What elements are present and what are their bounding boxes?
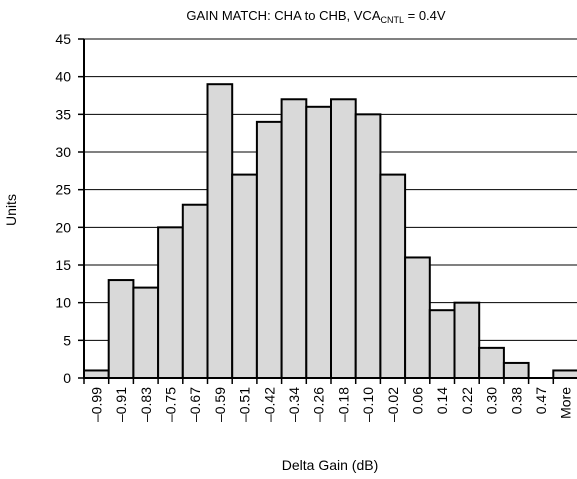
x-tick-label: –0.59 [212,387,228,422]
bar-11 [354,113,382,379]
y-tick-labels: 0 5 10 15 20 25 30 35 40 45 [55,31,84,386]
bar-12 [379,173,407,379]
y-tick-label: 35 [55,106,71,122]
x-tick-label: 0.30 [484,387,500,414]
bar-10 [330,98,357,380]
x-tick-label: –0.67 [187,387,203,422]
y-tick-label: 15 [55,257,71,273]
x-tick-label: –0.42 [261,387,277,422]
y-tick-label: 10 [55,295,71,311]
bar-2 [132,286,160,380]
chart-title: GAIN MATCH: CHA to CHB, VCACNTL = 0.4V [186,8,445,25]
x-tick-label: –0.18 [335,387,351,422]
bar-13 [404,256,431,380]
x-tick-label: –0.26 [311,387,327,422]
bars [83,83,577,380]
chart-title-subscript: CNTL [381,15,405,25]
bar-16 [478,346,505,380]
x-tick-label: –0.34 [286,387,302,422]
x-tick-label: 0.47 [533,387,549,414]
bar-19 [552,369,577,380]
chart-title-main: GAIN MATCH: CHA to CHB, VCA [186,8,380,23]
x-tick-label: More [558,387,574,419]
y-tick-label: 0 [63,370,71,386]
x-tick-label: –0.02 [385,387,401,422]
y-tick-label: 20 [55,219,71,235]
bar-14 [428,309,456,380]
bar-9 [305,105,332,380]
bar-15 [453,301,481,379]
y-tick-label: 25 [55,182,71,198]
bar-4 [181,203,209,379]
x-tick-label: –0.10 [360,387,376,422]
y-tick-label: 45 [55,31,71,47]
bar-7 [255,120,283,379]
x-tick-label: 0.14 [434,387,450,414]
bar-5 [206,83,234,379]
x-tick-label: –0.91 [113,387,129,422]
x-tick-label: –0.75 [162,387,178,422]
y-axis-label: Units [3,194,19,226]
bar-8 [280,98,308,380]
x-tick-label: –0.83 [138,387,154,422]
y-tick-label: 40 [55,69,71,85]
x-tick-label: –0.99 [88,387,104,422]
x-tick-label: 0.22 [459,387,475,414]
bar-0 [83,369,110,380]
x-tick-label: –0.51 [237,387,253,422]
x-tick-label: 0.38 [508,387,524,414]
x-axis-label: Delta Gain (dB) [282,457,378,473]
x-tick-label: 0.06 [409,387,425,414]
bar-6 [231,173,258,379]
y-tick-label: 30 [55,144,71,160]
bar-3 [157,226,184,379]
chart-title-tail: = 0.4V [404,8,446,23]
bar-1 [107,279,135,380]
x-tick-labels: –0.99 –0.91 –0.83 –0.75 –0.67 –0.59 –0.51 –0.42… [83,378,574,422]
y-tick-label: 5 [63,332,71,348]
bar-17 [502,361,530,379]
